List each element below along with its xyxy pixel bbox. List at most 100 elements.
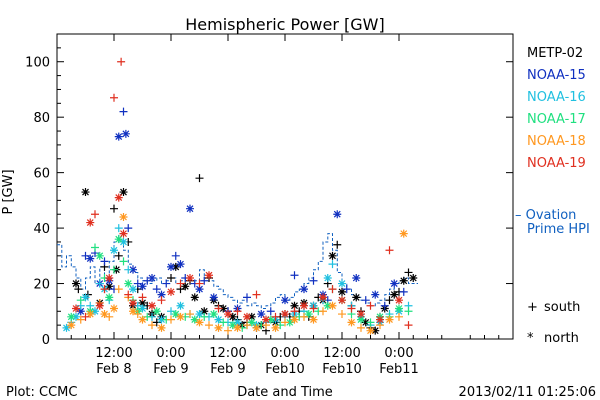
data-point-noaa-18 <box>233 323 242 332</box>
data-point-noaa-17 <box>395 304 403 313</box>
data-point-noaa-15 <box>281 296 289 305</box>
data-point-noaa-18 <box>214 323 223 332</box>
data-point-noaa-16 <box>195 310 204 319</box>
data-point-noaa-15 <box>176 260 185 269</box>
data-point-noaa-15 <box>100 257 109 266</box>
data-point-noaa-19 <box>376 315 384 324</box>
data-point-noaa-19 <box>86 218 95 227</box>
data-point-noaa-18 <box>395 312 403 321</box>
data-point-metp-02 <box>81 188 90 197</box>
data-point-metp-02 <box>333 240 342 249</box>
data-point-metp-02 <box>371 326 380 335</box>
legend-entry-noaa-18: NOAA-18 <box>527 134 586 149</box>
data-point-noaa-19 <box>119 229 128 238</box>
data-point-noaa-15 <box>390 279 399 288</box>
data-point-noaa-15 <box>124 224 133 233</box>
data-point-noaa-18 <box>119 213 128 221</box>
data-point-noaa-16 <box>328 260 337 269</box>
data-point-metp-02 <box>404 268 413 277</box>
data-point-noaa-19 <box>395 296 403 305</box>
data-point-noaa-18 <box>114 285 123 294</box>
x-tick-label-date: Feb10 <box>265 362 305 377</box>
data-point-noaa-18 <box>357 323 365 332</box>
data-point-noaa-19 <box>91 210 99 219</box>
data-point-noaa-15 <box>352 274 361 282</box>
data-point-noaa-18 <box>290 315 299 324</box>
data-point-noaa-18 <box>328 301 337 310</box>
data-point-noaa-16 <box>138 304 147 313</box>
data-point-noaa-15 <box>157 290 166 299</box>
data-point-metp-02 <box>338 287 346 296</box>
data-point-noaa-15 <box>186 204 194 213</box>
data-point-noaa-17 <box>119 257 128 266</box>
data-point-noaa-15 <box>200 276 209 285</box>
data-point-noaa-19 <box>205 271 213 280</box>
data-point-noaa-18 <box>76 315 85 324</box>
data-point-noaa-19 <box>404 321 413 330</box>
data-point-noaa-18 <box>224 326 232 335</box>
data-point-noaa-15 <box>86 254 95 263</box>
data-point-metp-02 <box>105 282 114 291</box>
data-point-noaa-19 <box>338 296 346 305</box>
data-point-noaa-15 <box>309 276 318 285</box>
data-point-noaa-15 <box>333 210 342 219</box>
data-point-metp-02 <box>409 274 418 282</box>
data-point-metp-02 <box>110 204 118 213</box>
x-tick-label-time: 0:00 <box>384 346 413 361</box>
data-point-noaa-16 <box>81 293 90 302</box>
data-point-noaa-16 <box>338 279 346 288</box>
data-point-noaa-15 <box>152 285 161 294</box>
data-point-noaa-19 <box>129 298 137 307</box>
data-point-noaa-19 <box>300 301 308 310</box>
data-point-noaa-19 <box>72 304 80 313</box>
data-point-noaa-19 <box>224 310 232 319</box>
data-point-noaa-18 <box>86 310 95 319</box>
data-point-noaa-18 <box>300 312 308 321</box>
data-point-noaa-17 <box>95 251 104 260</box>
data-point-noaa-15 <box>162 279 171 288</box>
data-point-metp-02 <box>228 312 237 321</box>
data-point-noaa-17 <box>152 307 161 316</box>
data-point-noaa-19 <box>176 279 185 288</box>
data-point-metp-02 <box>181 282 190 291</box>
x-tick-label-date: Feb 8 <box>96 362 131 377</box>
data-point-noaa-18 <box>281 318 289 327</box>
data-point-noaa-15 <box>148 274 156 282</box>
data-point-noaa-16 <box>91 307 99 316</box>
data-point-noaa-18 <box>366 326 375 335</box>
data-point-metp-02 <box>72 279 80 288</box>
data-point-noaa-18 <box>186 310 194 319</box>
data-point-noaa-15 <box>290 271 299 280</box>
data-point-noaa-19 <box>214 304 223 313</box>
data-point-noaa-18 <box>243 321 251 330</box>
data-point-noaa-19 <box>167 287 175 296</box>
y-tick-label: 20 <box>33 278 50 293</box>
y-tick-label: 100 <box>25 56 50 71</box>
y-tick-label: 40 <box>33 222 50 237</box>
x-axis-label: Date and Time <box>237 385 333 400</box>
data-point-noaa-15 <box>371 290 380 299</box>
data-point-noaa-19 <box>252 290 261 299</box>
data-point-noaa-19 <box>110 93 118 102</box>
data-point-noaa-18 <box>195 318 204 327</box>
data-point-noaa-15 <box>76 307 85 316</box>
data-point-noaa-19 <box>357 310 365 319</box>
data-point-metp-02 <box>171 262 180 271</box>
legend-entry-noaa-17: NOAA-17 <box>527 112 586 127</box>
data-point-metp-02 <box>290 301 299 310</box>
data-point-metp-02 <box>219 304 228 313</box>
data-point-noaa-19 <box>347 304 356 313</box>
data-point-noaa-17 <box>404 307 413 316</box>
data-point-noaa-17 <box>366 318 375 327</box>
data-point-noaa-17 <box>190 315 199 324</box>
data-point-noaa-18 <box>252 323 261 332</box>
x-tick-label-date: Feb 9 <box>210 362 245 377</box>
footer-source: Plot: CCMC <box>6 385 77 400</box>
data-point-noaa-19 <box>148 301 156 310</box>
data-point-noaa-17 <box>76 296 85 305</box>
data-point-noaa-19 <box>366 301 375 310</box>
data-point-metp-02 <box>119 188 128 197</box>
data-point-noaa-18 <box>347 318 356 327</box>
data-point-metp-02 <box>167 274 175 282</box>
y-tick-label: 0 <box>42 333 50 348</box>
